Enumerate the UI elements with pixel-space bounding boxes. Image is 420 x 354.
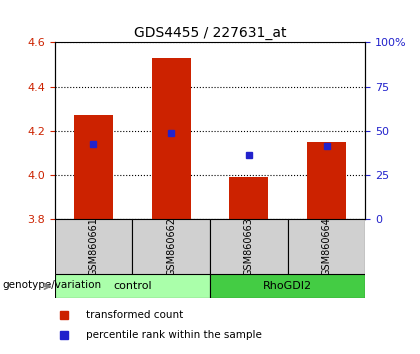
- FancyBboxPatch shape: [210, 219, 288, 274]
- FancyBboxPatch shape: [210, 274, 365, 298]
- Bar: [74, 115, 113, 219]
- FancyBboxPatch shape: [55, 274, 210, 298]
- FancyBboxPatch shape: [288, 219, 365, 274]
- Text: transformed count: transformed count: [86, 310, 183, 320]
- Bar: [229, 177, 268, 219]
- Bar: [152, 58, 191, 219]
- Text: GSM860664: GSM860664: [322, 217, 331, 276]
- Text: percentile rank within the sample: percentile rank within the sample: [86, 330, 262, 340]
- Bar: [307, 142, 346, 219]
- FancyBboxPatch shape: [132, 219, 210, 274]
- Text: RhoGDI2: RhoGDI2: [263, 281, 312, 291]
- Text: genotype/variation: genotype/variation: [3, 280, 102, 290]
- FancyBboxPatch shape: [55, 219, 132, 274]
- Text: GSM860663: GSM860663: [244, 217, 254, 276]
- Title: GDS4455 / 227631_at: GDS4455 / 227631_at: [134, 26, 286, 40]
- Text: GSM860662: GSM860662: [166, 217, 176, 276]
- Text: control: control: [113, 281, 152, 291]
- Text: GSM860661: GSM860661: [89, 217, 98, 276]
